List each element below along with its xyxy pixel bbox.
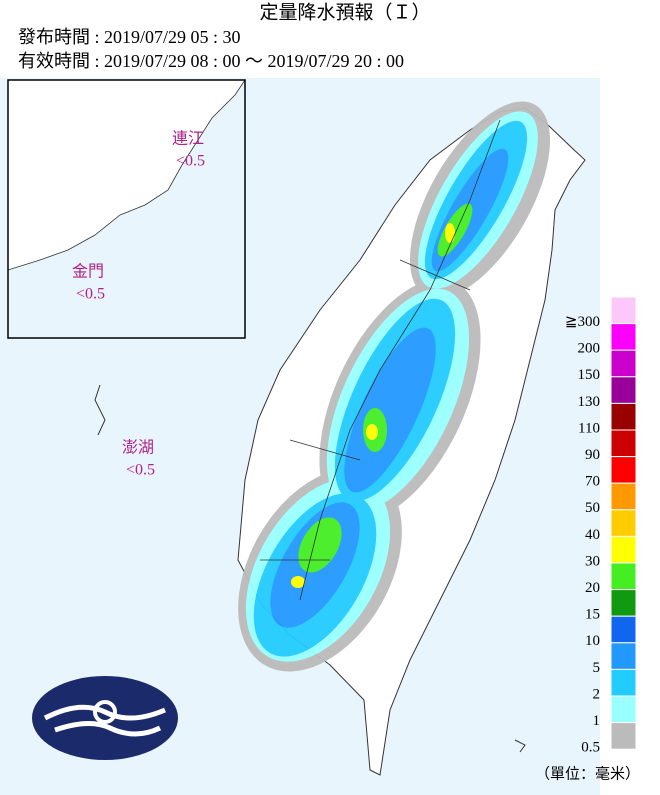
issued-time: 發布時間 : 2019/07/29 05 : 30 [18,27,241,47]
valid-time: 有效時間 : 2019/07/29 08 : 00 ～ 2019/07/29 2… [18,51,404,71]
legend-label: 200 [578,341,601,357]
legend-label: 70 [585,474,600,490]
legend-swatch [610,296,637,325]
region-name: 連江 [172,130,204,148]
inset [7,79,246,339]
legend-swatch [610,482,637,511]
legend-label: 10 [585,633,600,649]
legend-swatch [610,642,637,670]
legend-label: 1 [593,713,601,729]
legend-swatch [610,722,637,750]
legend-swatch [610,456,637,484]
title: 定量降水預報（Ｉ） [259,1,430,23]
legend-label: 90 [585,447,600,463]
legend-label: 130 [578,394,601,410]
legend-label: 5 [593,660,601,676]
legend-label: 30 [585,553,600,569]
legend-label: 20 [585,580,600,596]
legend-swatch [610,429,637,458]
legend-label: 110 [578,420,600,436]
legend-swatch [610,535,637,564]
region-name: 澎湖 [122,439,154,457]
legend-swatch [610,562,637,591]
legend-swatch [610,509,637,537]
legend-swatch [610,323,637,351]
region-value: <0.5 [126,462,155,479]
legend-label: ≧300 [565,314,600,330]
legend-label: 150 [578,367,601,383]
legend-swatch [610,615,637,644]
legend-label: 40 [585,527,600,543]
region-value: <0.5 [176,153,205,170]
legend-label: 2 [593,686,601,702]
logo [32,676,178,760]
legend-label: 15 [585,607,600,623]
legend-unit: （單位：毫米） [535,764,640,782]
region-value: <0.5 [76,286,105,303]
legend-swatch [610,589,637,617]
taiwan [94,101,586,776]
legend-swatch [610,668,637,697]
legend-swatch [610,695,637,724]
legend-swatch [610,402,637,431]
region-name: 金門 [72,263,104,281]
legend-swatch [610,376,637,404]
legend-label: 50 [585,500,600,516]
legend-label: 0.5 [581,740,600,756]
legend-swatch [610,349,637,378]
